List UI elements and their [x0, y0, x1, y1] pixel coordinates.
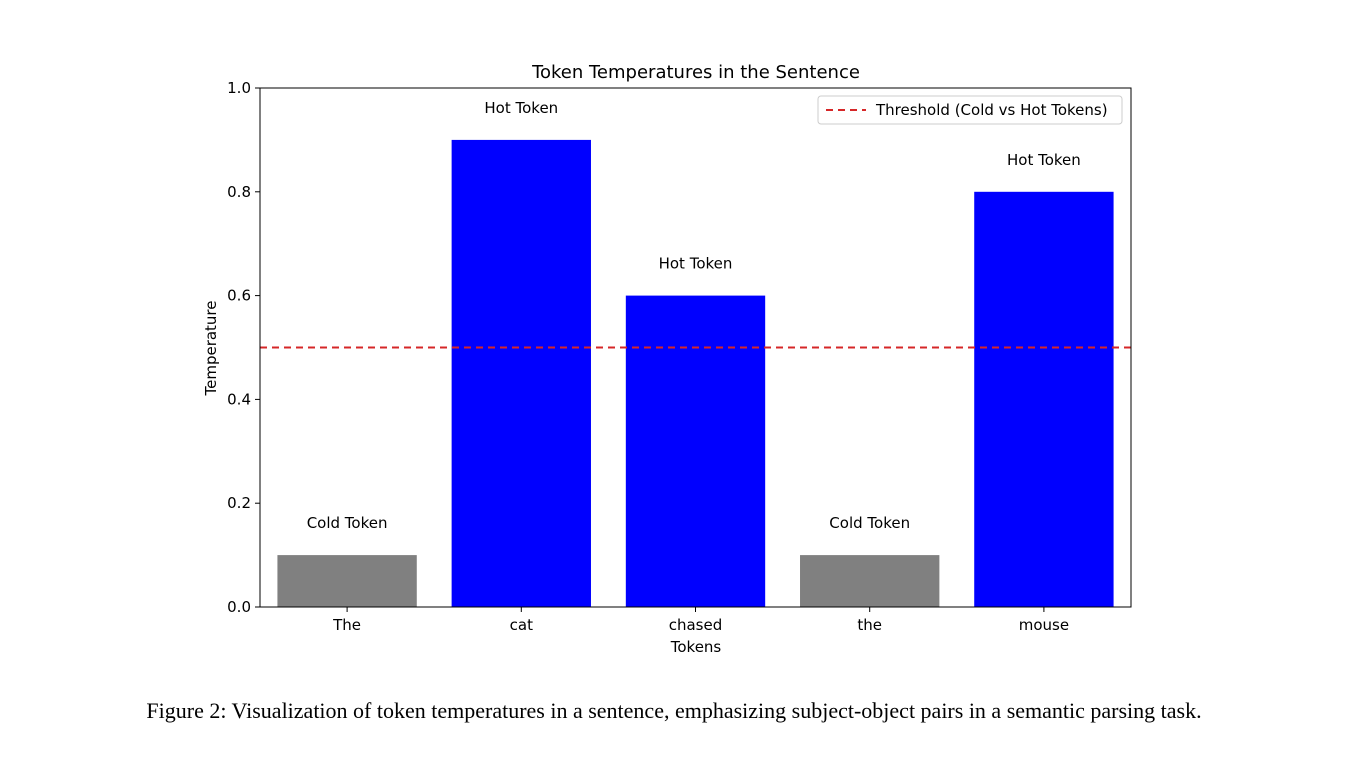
x-tick-label-0: The: [332, 616, 361, 634]
x-tick-label-3: the: [857, 616, 882, 634]
bars: [277, 139, 1114, 608]
bar-labels: Cold Token Hot Token Hot Token Cold Token Ho…: [307, 99, 1081, 532]
bar-label-1: Hot Token: [484, 99, 558, 117]
x-tick-label-2: chased: [669, 616, 723, 634]
bar-4: [974, 191, 1114, 608]
bar-label-4: Hot Token: [1007, 151, 1081, 169]
x-tick-label-4: mouse: [1019, 616, 1069, 634]
y-tick-label-3: 0.6: [227, 287, 251, 305]
chart-title: Token Temperatures in the Sentence: [531, 62, 860, 83]
x-axis-label: Tokens: [670, 638, 722, 656]
y-tick-label-0: 0.0: [227, 598, 251, 616]
y-axis: 0.0 0.2 0.4 0.6 0.8 1.0: [227, 79, 260, 616]
y-tick-label-2: 0.4: [227, 390, 251, 408]
legend: Threshold (Cold vs Hot Tokens): [817, 95, 1123, 125]
bar-label-0: Cold Token: [307, 514, 388, 532]
legend-box: [817, 95, 1123, 125]
y-tick-label-1: 0.2: [227, 494, 251, 512]
bar-2: [625, 295, 766, 607]
plot-frame: [259, 87, 1132, 608]
bar-1: [451, 139, 591, 607]
bar-3: [800, 555, 940, 607]
bar-0: [277, 555, 417, 607]
x-tick-label-1: cat: [510, 616, 533, 634]
x-axis: The cat chased the mouse: [332, 607, 1069, 634]
y-tick-label-5: 1.0: [227, 79, 251, 97]
y-axis-label: Temperature: [202, 300, 220, 396]
bar-label-3: Cold Token: [829, 514, 910, 532]
y-tick-label-4: 0.8: [227, 183, 251, 201]
figure-caption: Figure 2: Visualization of token tempera…: [146, 698, 1202, 723]
bar-label-2: Hot Token: [659, 255, 733, 273]
legend-threshold-label: Threshold (Cold vs Hot Tokens): [875, 101, 1108, 119]
